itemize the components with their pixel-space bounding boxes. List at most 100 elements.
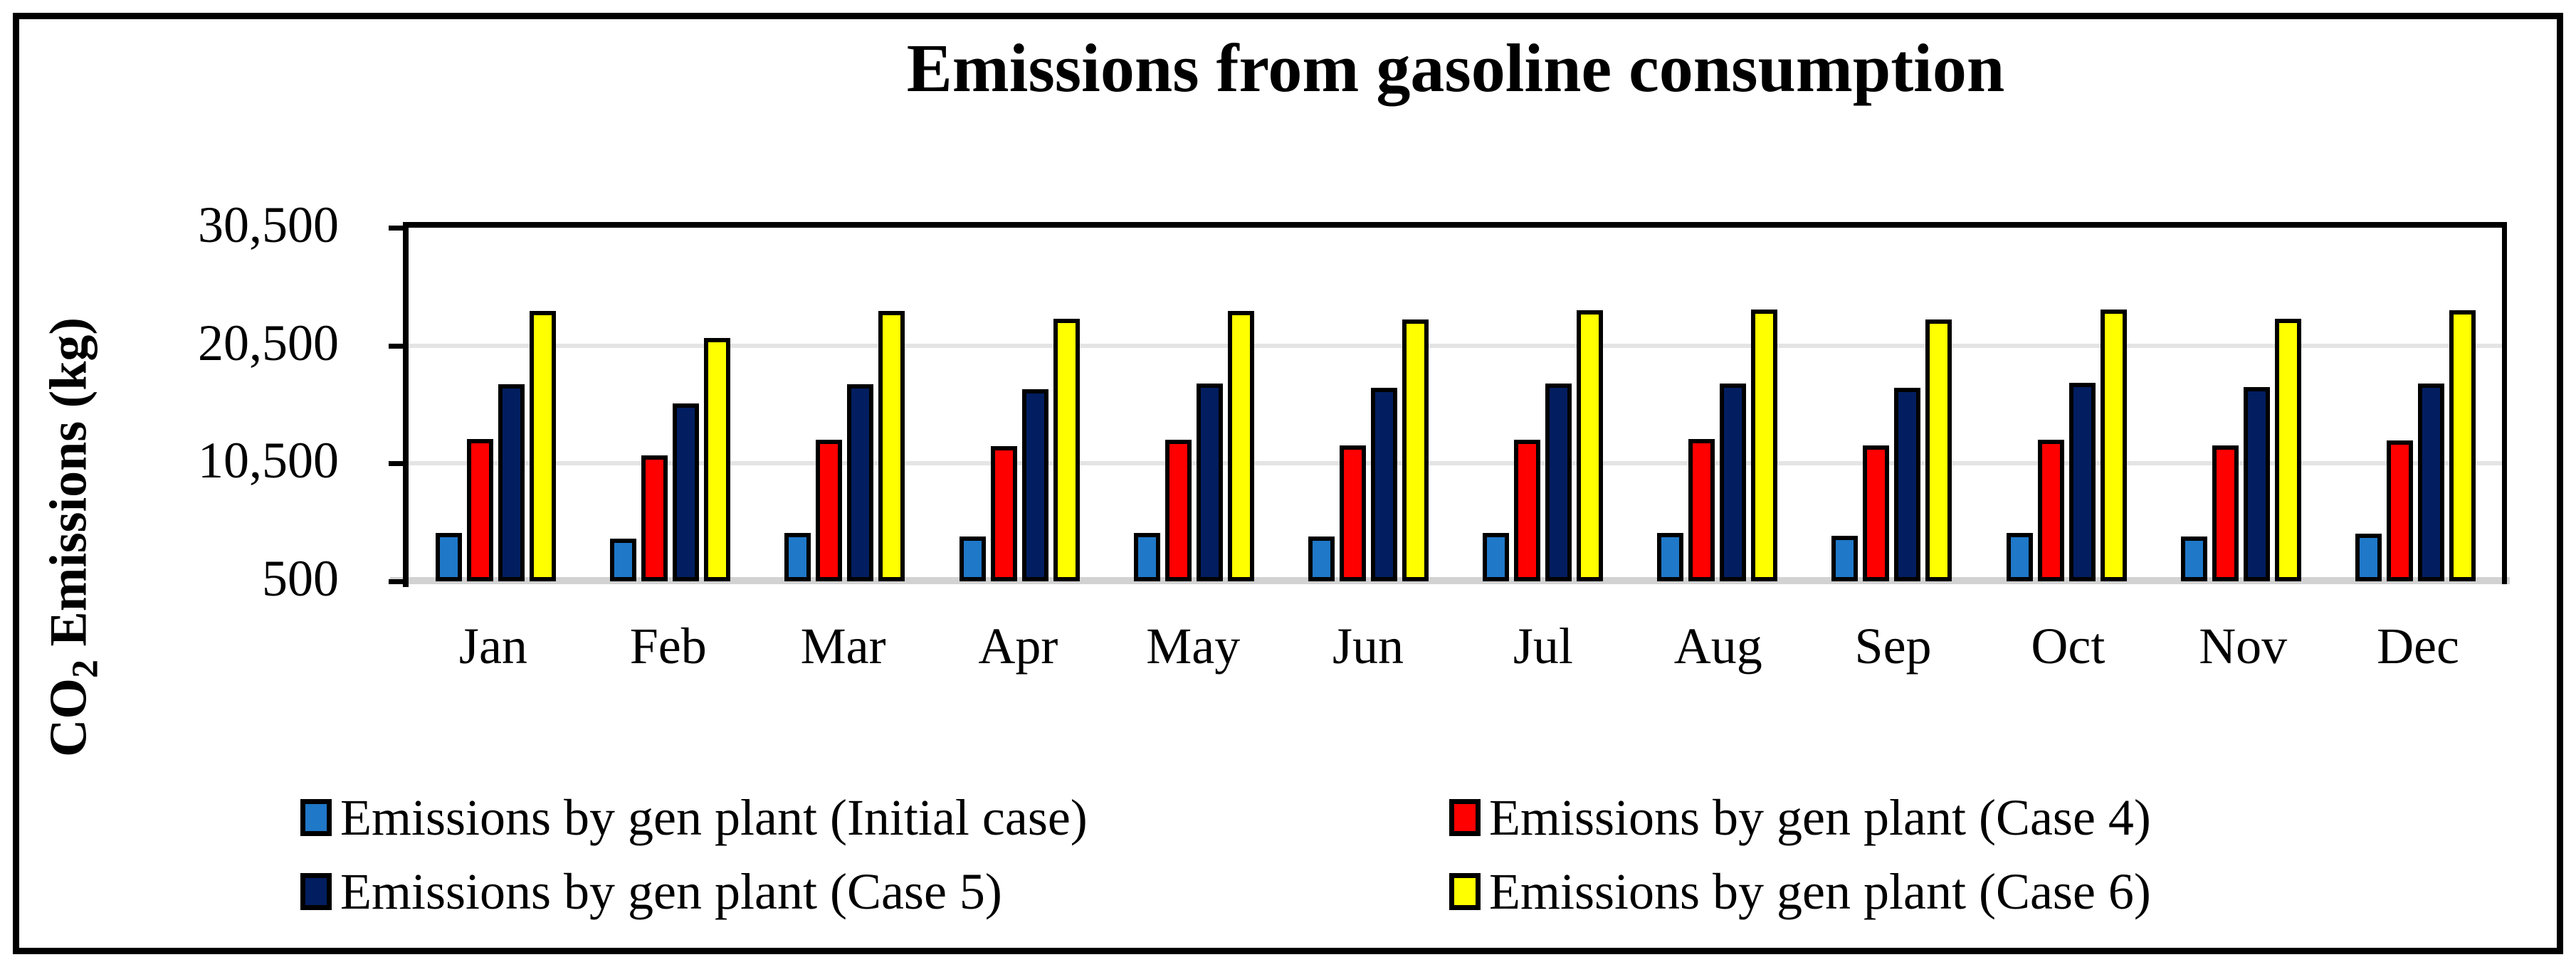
legend-label: Emissions by gen plant (Case 6) — [1489, 862, 2151, 920]
legend-swatch-icon — [1449, 799, 1481, 836]
bar — [467, 439, 494, 581]
bar — [704, 337, 731, 581]
bar-group-may — [1107, 228, 1281, 581]
bar-group-oct — [1980, 228, 2154, 581]
bar — [2006, 533, 2033, 581]
bar — [2100, 310, 2127, 581]
bar — [990, 446, 1017, 581]
bar-group-nov — [2154, 228, 2328, 581]
legend-label: Emissions by gen plant (Initial case) — [340, 788, 1088, 846]
bar — [2180, 537, 2207, 581]
bar — [2449, 310, 2476, 581]
bar — [1831, 536, 1859, 581]
bar — [1688, 439, 1715, 581]
y-tick-label: 500 — [262, 550, 339, 608]
y-axis-title: CO2 Emissions (kg) — [39, 317, 107, 757]
bar — [1227, 310, 1254, 581]
bar-group-jun — [1281, 228, 1456, 581]
y-tick-label: 10,500 — [198, 432, 339, 490]
bar-group-feb — [583, 228, 757, 581]
bar — [2243, 387, 2270, 581]
bar — [1863, 445, 1890, 581]
bar-group-aug — [1630, 228, 1804, 581]
y-tick-label: 30,500 — [198, 196, 339, 254]
bar — [1053, 319, 1080, 581]
bar — [1720, 383, 1747, 581]
x-tick-label: Mar — [800, 618, 886, 675]
bar — [1402, 319, 1429, 581]
x-tick-label: Dec — [2377, 618, 2459, 675]
legend-item: Emissions by gen plant (Case 4) — [1449, 786, 2151, 850]
legend-item: Emissions by gen plant (Case 5) — [300, 860, 1002, 924]
y-axis-tick-mark — [389, 461, 404, 467]
bars-layer — [409, 228, 2503, 581]
bar — [530, 310, 557, 581]
x-tick-label: Oct — [2031, 618, 2106, 675]
legend-swatch-icon — [300, 873, 332, 910]
x-tick-label: Sep — [1854, 618, 1932, 675]
x-axis-baseline — [390, 577, 2510, 584]
legend-label: Emissions by gen plant (Case 5) — [340, 862, 1002, 920]
bar — [1339, 445, 1366, 581]
bar-group-jul — [1456, 228, 1630, 581]
x-tick-label: Feb — [629, 618, 707, 675]
bar-group-apr — [932, 228, 1107, 581]
legend-swatch-icon — [1449, 873, 1481, 910]
y-axis-tick-mark — [389, 226, 404, 231]
y-axis-title-sub: 2 — [65, 660, 106, 679]
x-tick-label: Aug — [1673, 618, 1762, 675]
bar — [1545, 383, 1572, 581]
bar — [784, 533, 811, 581]
bar — [1657, 533, 1684, 581]
bar — [641, 455, 668, 581]
y-axis-tick-mark — [389, 579, 404, 584]
bar — [1165, 440, 1192, 581]
bar-group-mar — [757, 228, 932, 581]
bar — [1021, 389, 1048, 581]
plot-area — [406, 228, 2506, 581]
y-axis-title-pre: CO — [39, 678, 98, 758]
x-tick-label: Jul — [1513, 618, 1573, 675]
bar-group-sep — [1804, 228, 1979, 581]
legend-swatch-icon — [300, 799, 332, 836]
bar — [436, 533, 463, 581]
chart-title: Emissions from gasoline consumption — [906, 30, 2005, 106]
x-tick-label: Apr — [978, 618, 1058, 675]
bar — [1751, 310, 1778, 581]
bar — [1577, 310, 1604, 581]
bar — [2386, 440, 2413, 581]
bar — [816, 440, 843, 581]
legend-item: Emissions by gen plant (Initial case) — [300, 786, 1088, 850]
bar — [610, 538, 637, 581]
x-tick-label: Jun — [1332, 618, 1404, 675]
bar — [1894, 388, 1921, 581]
bar — [1925, 319, 1952, 581]
x-tick-label: Jan — [458, 618, 527, 675]
bar — [1483, 533, 1510, 581]
bar — [498, 384, 525, 581]
x-tick-label: Nov — [2199, 618, 2288, 675]
bar — [673, 403, 700, 581]
plot-border-top — [403, 222, 2507, 228]
legend-item: Emissions by gen plant (Case 6) — [1449, 860, 2151, 924]
gridline — [406, 343, 2506, 348]
x-axis-labels: Jan Feb Mar Apr May Jun Jul Aug Sep Oct Nov Dec — [406, 609, 2506, 683]
y-axis-line — [403, 222, 409, 587]
x-tick-label: May — [1146, 618, 1241, 675]
bar — [2037, 440, 2064, 581]
bar — [1196, 383, 1223, 581]
legend-label: Emissions by gen plant (Case 4) — [1489, 788, 2151, 846]
bar — [1514, 440, 1541, 581]
bar — [1308, 537, 1335, 581]
bar-group-jan — [409, 228, 583, 581]
bar — [1133, 533, 1160, 581]
plot-border-right — [2502, 222, 2507, 584]
bar — [2355, 533, 2382, 581]
y-axis-tick-mark — [389, 343, 404, 349]
bar-group-dec — [2328, 228, 2503, 581]
bar — [959, 537, 986, 581]
bar — [847, 384, 874, 581]
bar — [2212, 445, 2239, 581]
bar — [2068, 382, 2096, 581]
bar — [2274, 319, 2301, 581]
